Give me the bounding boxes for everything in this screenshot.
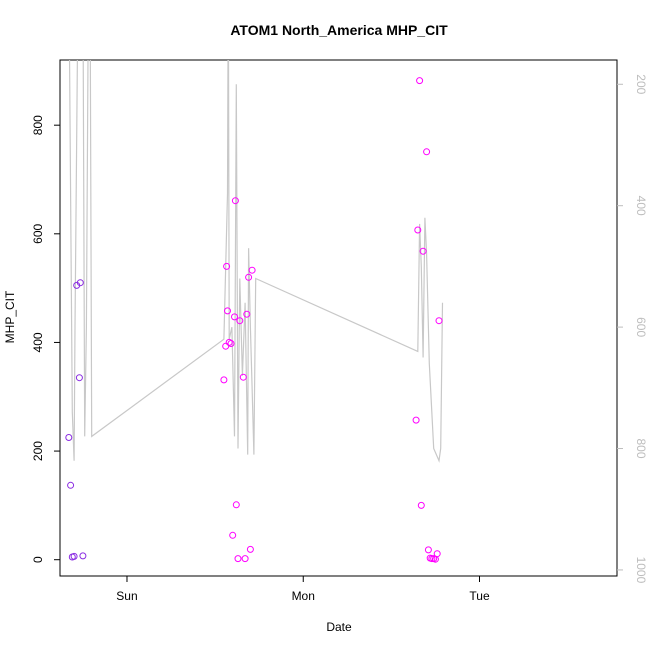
data-point	[225, 338, 233, 346]
data-point	[243, 310, 251, 318]
right-y-tick-label: 800	[634, 439, 648, 459]
data-point	[424, 546, 432, 554]
points-layer	[65, 77, 443, 563]
right-y-tick-label: 600	[634, 317, 648, 337]
right-y-tick-label: 400	[634, 196, 648, 216]
data-point	[419, 247, 427, 255]
data-point	[224, 307, 231, 315]
x-tick-label: Sun	[116, 589, 137, 603]
data-point	[222, 342, 230, 350]
data-point	[229, 531, 237, 539]
data-point	[236, 317, 244, 325]
data-point	[232, 501, 240, 509]
y-axis-title: MHP_CIT	[3, 290, 17, 343]
y-tick-label: 400	[31, 332, 45, 352]
x-axis-title: Date	[326, 620, 352, 634]
axes-layer: 0 200 400 600 800 200 400 600 800 1000 Sun Mon Tue	[31, 74, 648, 603]
chart-title: ATOM1 North_America MHP_CIT	[230, 22, 448, 38]
data-point	[231, 197, 239, 205]
data-point	[245, 273, 253, 281]
x-tick-label: Tue	[469, 589, 490, 603]
data-point	[241, 555, 249, 563]
data-point	[76, 279, 84, 287]
data-point	[231, 313, 238, 321]
data-point	[65, 434, 73, 441]
data-point	[412, 416, 420, 424]
y-tick-label: 200	[31, 441, 45, 461]
right-y-tick-label: 200	[634, 74, 648, 94]
data-point	[70, 552, 78, 560]
data-point	[433, 550, 441, 558]
data-point	[435, 317, 443, 325]
right-y-tick-label: 1000	[634, 557, 648, 584]
x-tick-label: Mon	[292, 589, 315, 603]
data-point	[248, 266, 256, 274]
data-point	[416, 77, 424, 85]
line-layer	[68, 60, 444, 463]
data-point	[239, 373, 247, 381]
data-point	[423, 148, 431, 156]
data-point	[246, 545, 254, 553]
y-tick-label: 0	[31, 556, 45, 563]
data-point	[223, 262, 231, 270]
y-tick-label: 600	[31, 223, 45, 243]
data-point	[414, 226, 422, 234]
data-point	[67, 481, 75, 489]
series-line	[68, 60, 444, 463]
data-point	[417, 501, 425, 509]
y-tick-label: 800	[31, 115, 45, 135]
data-point	[220, 376, 228, 384]
data-point	[75, 374, 83, 382]
plot-frame	[59, 59, 618, 577]
data-point	[234, 555, 242, 563]
data-point	[79, 552, 87, 560]
data-point	[227, 340, 235, 347]
